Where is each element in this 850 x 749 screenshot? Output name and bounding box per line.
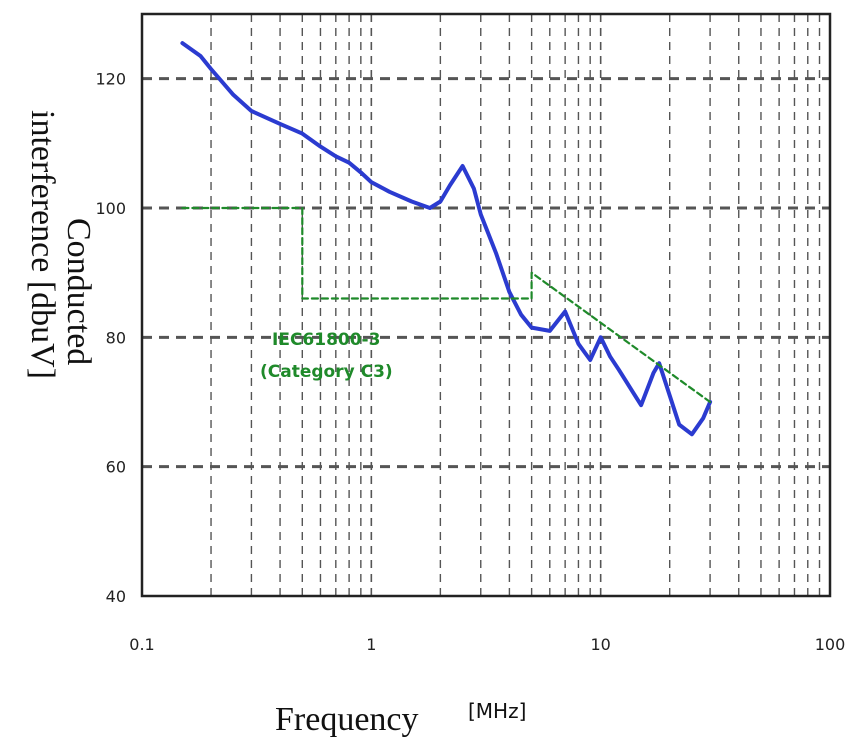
y-tick-label: 60 (106, 458, 126, 477)
x-tick-label: 0.1 (129, 635, 154, 654)
x-axis-unit: [MHz] (468, 699, 526, 723)
grid (142, 14, 830, 596)
plot-frame (140, 12, 832, 598)
tick-labels: 0.1 1 10 100 40 60 80 100 120 (95, 70, 845, 654)
x-tick-label: 1 (366, 635, 376, 654)
y-tick-label: 120 (95, 70, 126, 89)
y-tick-label: 40 (106, 587, 126, 606)
x-axis-title: Frequency (275, 701, 419, 738)
measured-series-line (180, 41, 713, 437)
limit-annotation: IEC61800-3 (Category C3) (260, 330, 393, 382)
y-tick-label: 80 (106, 328, 126, 347)
limit-label-line2: (Category C3) (260, 362, 393, 382)
x-tick-label: 100 (815, 635, 846, 654)
y-axis-title-line2: interference [dbuV] (24, 110, 61, 379)
limit-label-line1: IEC61800-3 (272, 330, 380, 350)
series-layer (180, 41, 713, 437)
y-axis-title-line1: Conducted (60, 218, 97, 365)
x-tick-label: 10 (590, 635, 610, 654)
y-tick-label: 100 (95, 199, 126, 218)
y-axis-title: Conducted interference [dbuV] (24, 110, 97, 379)
limit-line (181, 206, 712, 404)
